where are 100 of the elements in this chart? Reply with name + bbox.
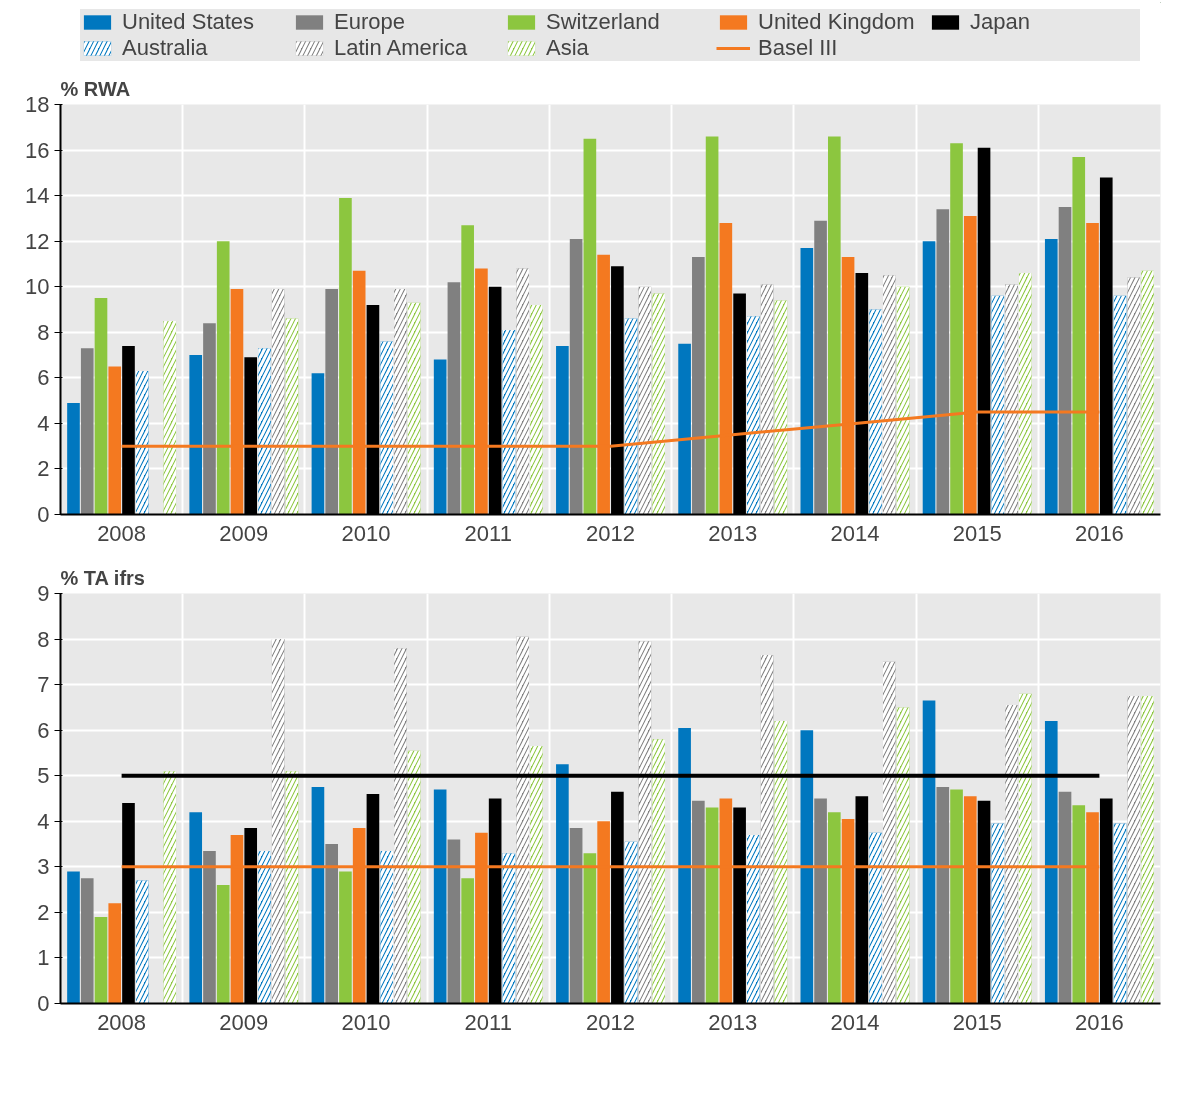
- bar: [216, 241, 230, 515]
- bar: [814, 798, 827, 1004]
- x-tick-label: 2008: [97, 520, 147, 546]
- bar: [339, 197, 352, 515]
- bar: [189, 812, 203, 1004]
- bar: [922, 241, 936, 515]
- y-tick-label: 5: [37, 763, 50, 789]
- bar: [678, 343, 691, 515]
- bar: [1072, 156, 1086, 515]
- y-tick-label: 4: [37, 410, 50, 436]
- bar: [1058, 791, 1072, 1004]
- bar: [678, 727, 691, 1004]
- x-tick-label: 2011: [464, 520, 512, 546]
- x-tick-label: 2009: [219, 520, 269, 546]
- y-tick-label: 8: [37, 626, 50, 652]
- y-tick-label: 0: [37, 502, 50, 527]
- bar: [311, 787, 325, 1004]
- bar: [692, 800, 705, 1004]
- x-tick-label: 2016: [1074, 520, 1124, 546]
- y-tick-label: 7: [37, 672, 50, 698]
- x-tick-label: 2011: [464, 1009, 512, 1035]
- y-tick-label: 14: [25, 183, 50, 209]
- legend-label: Australia: [122, 35, 209, 61]
- bar: [80, 878, 94, 1004]
- bar: [216, 885, 230, 1004]
- x-tick-label: 2012: [586, 1009, 635, 1035]
- bar: [583, 853, 597, 1004]
- bar: [433, 789, 447, 1004]
- bar: [950, 789, 963, 1004]
- y-tick-label: 1: [37, 945, 50, 971]
- y-tick-label: 18: [25, 92, 50, 117]
- bar: [705, 136, 719, 515]
- x-tick-label: 2009: [219, 1009, 269, 1035]
- bar: [325, 289, 339, 515]
- bar: [67, 402, 80, 515]
- bar: [936, 787, 950, 1004]
- bar: [569, 238, 583, 515]
- x-tick-label: 2015: [952, 1009, 1002, 1035]
- bar: [461, 878, 474, 1004]
- y-axis-title: % TA ifrs: [60, 566, 145, 589]
- bar: [556, 345, 569, 515]
- y-tick-label: 4: [37, 808, 50, 834]
- bar: [433, 359, 447, 515]
- x-tick-label: 2010: [341, 520, 391, 546]
- y-tick-label: 6: [37, 717, 50, 743]
- y-tick-label: 16: [25, 137, 50, 163]
- bar: [447, 839, 461, 1004]
- bar: [339, 871, 352, 1004]
- bar: [189, 355, 203, 515]
- bar: [447, 282, 461, 515]
- bar: [203, 323, 216, 515]
- bar: [67, 871, 80, 1004]
- bar: [583, 138, 597, 515]
- bar: [80, 348, 94, 515]
- bar: [936, 209, 950, 515]
- x-tick-label: 2012: [586, 520, 635, 546]
- legend-label: Japan: [970, 9, 1031, 35]
- bar: [827, 136, 841, 515]
- legend-label: Asia: [546, 35, 590, 61]
- bar: [94, 298, 108, 515]
- legend-label: United Kingdom: [758, 9, 916, 35]
- x-tick-label: 2013: [708, 1009, 758, 1035]
- bar: [1072, 805, 1086, 1004]
- x-tick-label: 2015: [952, 520, 1002, 546]
- y-tick-label: 12: [25, 228, 50, 254]
- legend-label: United States: [122, 9, 256, 35]
- bar: [1058, 207, 1072, 515]
- bar: [311, 373, 325, 515]
- legend-label: Basel III: [758, 35, 839, 61]
- legend-label: Switzerland: [546, 9, 661, 35]
- bar: [94, 916, 108, 1004]
- bar: [461, 225, 474, 515]
- y-axis-title: % RWA: [60, 77, 131, 100]
- bar: [705, 807, 719, 1004]
- y-tick-label: 2: [37, 899, 50, 925]
- y-tick-label: 2: [37, 456, 50, 482]
- bar: [108, 903, 122, 1004]
- y-tick-label: 0: [37, 991, 50, 1016]
- x-tick-label: 2016: [1074, 1009, 1124, 1035]
- x-tick-label: 2010: [341, 1009, 391, 1035]
- y-tick-label: 8: [37, 319, 50, 345]
- y-tick-label: 3: [37, 854, 50, 880]
- y-tick-label: 9: [37, 581, 50, 606]
- y-tick-label: 6: [37, 365, 50, 391]
- bar: [814, 220, 827, 515]
- bar: [325, 844, 339, 1004]
- bar: [827, 812, 841, 1004]
- bar: [800, 730, 814, 1004]
- x-tick-label: 2008: [97, 1009, 147, 1035]
- x-tick-label: 2014: [830, 1009, 880, 1035]
- bar: [922, 700, 936, 1004]
- bar: [203, 850, 216, 1004]
- bar: [569, 828, 583, 1004]
- bar: [556, 764, 569, 1004]
- x-tick-label: 2014: [830, 520, 880, 546]
- legend-label: Europe: [334, 9, 406, 35]
- bar: [692, 257, 705, 515]
- x-tick-label: 2013: [708, 520, 758, 546]
- bar: [1044, 721, 1058, 1004]
- legend-label: Latin America: [334, 35, 469, 61]
